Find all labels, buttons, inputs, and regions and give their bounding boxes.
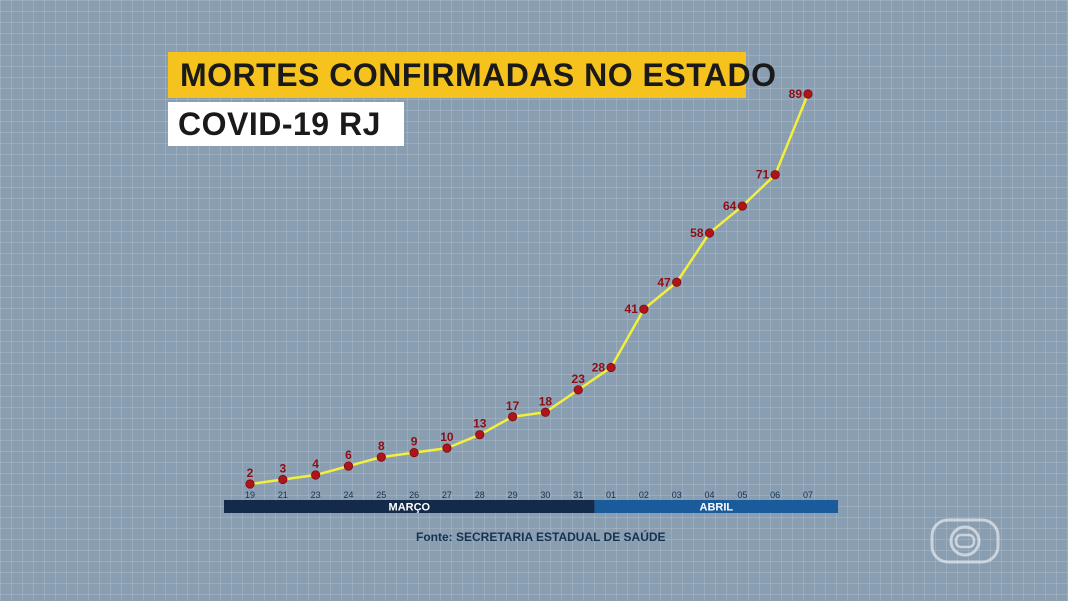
data-label: 71 xyxy=(756,168,770,182)
data-point xyxy=(672,277,682,287)
data-label: 4 xyxy=(312,457,319,471)
data-label: 58 xyxy=(690,226,704,240)
source-note: Fonte: SECRETARIA ESTADUAL DE SAÚDE xyxy=(416,530,666,544)
data-point xyxy=(475,430,485,440)
data-point xyxy=(639,304,649,314)
month-bar xyxy=(224,500,595,513)
data-point xyxy=(770,170,780,180)
data-label: 41 xyxy=(625,302,639,316)
globo-icon xyxy=(930,518,1000,564)
data-label: 6 xyxy=(345,448,352,462)
data-label: 64 xyxy=(723,199,737,213)
data-point xyxy=(245,479,255,489)
data-label: 18 xyxy=(539,394,553,408)
data-label: 9 xyxy=(411,435,418,449)
x-tick-label: 23 xyxy=(311,490,321,500)
data-point xyxy=(311,470,321,480)
x-tick-label: 07 xyxy=(803,490,813,500)
data-point xyxy=(606,362,616,373)
data-point xyxy=(540,407,551,417)
data-label: 89 xyxy=(789,87,803,101)
x-tick-label: 03 xyxy=(672,490,682,500)
x-tick-label: 24 xyxy=(343,490,353,500)
month-bar xyxy=(594,500,838,513)
series-line xyxy=(249,93,810,486)
x-tick-label: 27 xyxy=(442,490,452,500)
x-tick-label: 06 xyxy=(770,490,780,500)
data-point xyxy=(803,89,813,99)
month-label: MARÇO xyxy=(389,502,431,514)
month-label: ABRIL xyxy=(700,502,734,514)
chart-subtitle: COVID-19 RJ xyxy=(168,102,404,146)
x-tick-label: 05 xyxy=(737,490,747,500)
x-tick-label: 04 xyxy=(705,490,715,500)
x-tick-label: 01 xyxy=(606,490,616,500)
x-tick-label: 21 xyxy=(278,490,288,500)
data-point xyxy=(704,228,715,238)
data-label: 23 xyxy=(572,372,586,386)
data-point xyxy=(737,201,747,211)
data-point xyxy=(278,474,288,485)
chart-title: MORTES CONFIRMADAS NO ESTADO xyxy=(168,52,776,98)
data-point xyxy=(376,452,386,462)
x-tick-label: 25 xyxy=(376,490,386,500)
x-tick-label: 02 xyxy=(639,490,649,500)
data-label: 10 xyxy=(440,430,454,444)
data-point xyxy=(409,448,419,458)
data-point xyxy=(343,461,354,471)
data-label: 28 xyxy=(592,360,606,374)
data-label: 17 xyxy=(506,399,520,413)
data-label: 47 xyxy=(657,275,671,289)
data-label: 8 xyxy=(378,439,385,453)
data-point xyxy=(442,443,452,453)
x-tick-label: 29 xyxy=(508,490,518,500)
data-point xyxy=(507,412,518,422)
data-label: 3 xyxy=(279,462,286,476)
x-tick-label: 28 xyxy=(475,490,485,500)
x-tick-label: 30 xyxy=(540,490,550,500)
data-label: 2 xyxy=(247,466,254,480)
data-point xyxy=(573,385,583,395)
x-tick-label: 31 xyxy=(573,490,583,500)
data-label: 13 xyxy=(473,417,487,431)
x-tick-label: 19 xyxy=(245,490,255,500)
x-tick-label: 26 xyxy=(409,490,419,500)
